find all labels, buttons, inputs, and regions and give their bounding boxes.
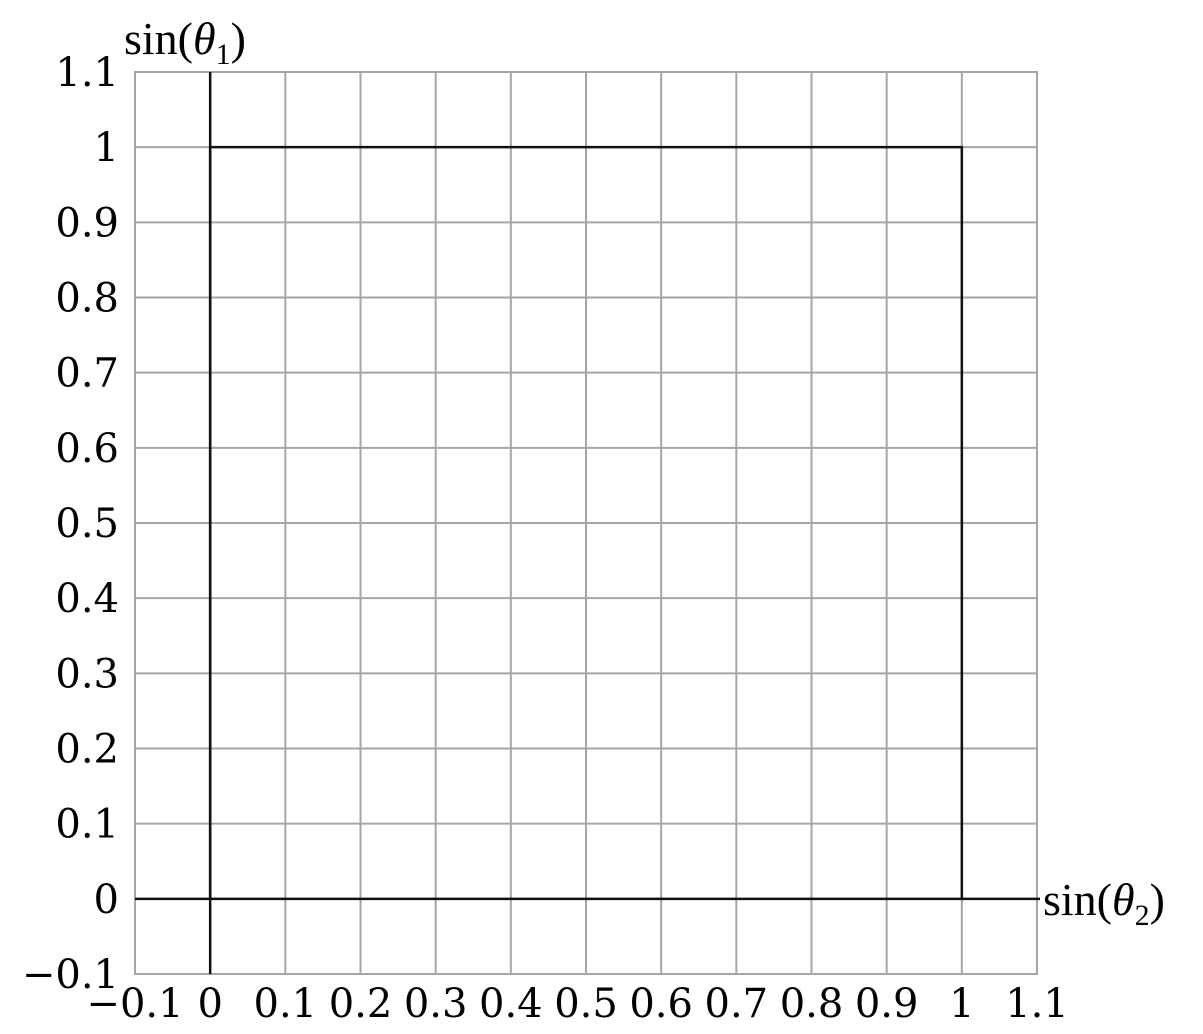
- y-tick-label-8: 0.7: [55, 351, 119, 397]
- plot-frame: [134, 71, 1038, 975]
- x-tick-label-10: 0.9: [855, 981, 919, 1027]
- x-axis-title-symbol: θ: [1112, 874, 1135, 925]
- x-tick-label-4: 0.3: [404, 981, 468, 1027]
- x-axis-title-prefix: sin(: [1043, 874, 1112, 925]
- x-axis-title-suffix: ): [1150, 874, 1165, 925]
- x-tick-label-7: 0.6: [629, 981, 693, 1027]
- x-tick-label-2: 0.1: [254, 981, 318, 1027]
- x-tick-label-6: 0.5: [554, 981, 618, 1027]
- series-layer: [208, 145, 964, 899]
- y-tick-label-1: 0: [94, 877, 119, 923]
- x-tick-label-9: 0.8: [780, 981, 844, 1027]
- y-tick-label-5: 0.4: [55, 576, 119, 622]
- y-tick-label-0: −0.1: [22, 952, 119, 998]
- y-tick-label-2: 0.1: [55, 802, 119, 848]
- y-tick-label-10: 0.9: [55, 200, 119, 246]
- y-tick-label-9: 0.8: [55, 276, 119, 322]
- y-tick-label-4: 0.3: [55, 651, 119, 697]
- grid-lines: [134, 71, 1038, 975]
- y-tick-label-6: 0.5: [55, 501, 119, 547]
- series-0-line: [208, 145, 964, 899]
- x-axis-title: sin(θ2): [1043, 874, 1165, 932]
- y-axis-title: sin(θ1): [124, 13, 246, 71]
- y-tick-label-7: 0.6: [55, 426, 119, 472]
- x-tick-label-8: 0.7: [705, 981, 769, 1027]
- x-tick-label-3: 0.2: [329, 981, 393, 1027]
- y-axis-title-suffix: ): [231, 13, 246, 64]
- y-tick-labels: −0.1 0 0.1 0.2 0.3 0.4 0.5 0.6 0.7 0.8 0.9 1 1.1: [22, 50, 119, 998]
- x-axis-title-subscript: 2: [1135, 899, 1150, 932]
- y-axis-title-symbol: θ: [193, 13, 216, 64]
- x-tick-label-11: 1: [949, 981, 974, 1027]
- y-axis-title-prefix: sin(: [124, 13, 193, 64]
- y-tick-label-12: 1.1: [55, 50, 119, 96]
- x-tick-label-5: 0.4: [479, 981, 543, 1027]
- y-tick-label-3: 0.2: [55, 727, 119, 773]
- y-axis-title-subscript: 1: [216, 38, 231, 71]
- x-tick-label-1: 0: [197, 981, 222, 1027]
- x-tick-label-12: 1.1: [1005, 981, 1069, 1027]
- x-tick-label-0: −0.1: [86, 981, 183, 1027]
- y-tick-label-11: 1: [94, 125, 119, 171]
- x-tick-labels: −0.1 0 0.1 0.2 0.3 0.4 0.5 0.6 0.7 0.8 0.9 1 1.1: [86, 981, 1068, 1027]
